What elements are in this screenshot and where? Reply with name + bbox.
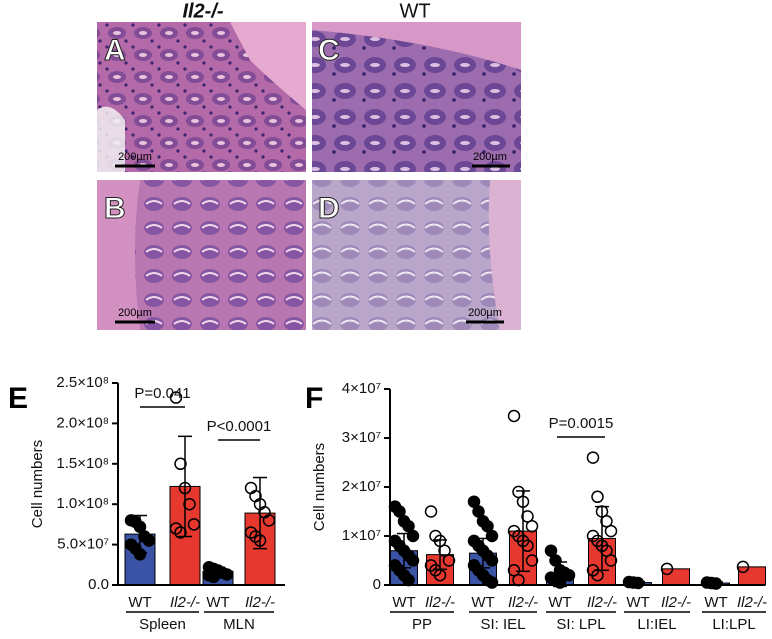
scale-label: 200µm <box>118 151 152 163</box>
group-label: SI: LPL <box>556 616 605 633</box>
image-c: C 200µm <box>312 22 521 172</box>
data-point <box>586 451 600 464</box>
data-point <box>485 554 499 567</box>
panel-label: F <box>305 382 323 415</box>
scale-label: 200µm <box>468 307 502 319</box>
data-point <box>433 568 447 582</box>
x-tick-label: Il2-/- <box>425 594 455 611</box>
x-tick-label: WT <box>128 594 151 611</box>
y-tick-label: 0.0 <box>88 576 109 593</box>
data-point <box>174 526 187 539</box>
bar <box>738 566 766 586</box>
scale-label: 200µm <box>473 151 507 163</box>
p-value: P=0.041 <box>134 385 190 402</box>
y-tick-label: 4×10⁷ <box>342 380 381 397</box>
y-tick-label: 0 <box>373 576 381 593</box>
data-point <box>220 568 234 581</box>
data-point <box>631 576 645 590</box>
x-tick-label: Il2-/- <box>737 594 767 611</box>
data-point <box>249 530 262 543</box>
header-il2: Il2-/- <box>182 0 223 22</box>
data-point <box>553 576 567 589</box>
data-point <box>178 481 192 495</box>
data-point <box>516 495 530 508</box>
data-point <box>133 548 147 561</box>
group-label: LI:IEL <box>637 616 676 633</box>
p-value: P=0.0015 <box>549 415 614 432</box>
data-point <box>262 514 276 527</box>
p-value: P<0.0001 <box>207 418 272 435</box>
y-tick-label: 2.5×10⁸ <box>56 374 109 391</box>
group-label: MLN <box>223 616 255 633</box>
data-point <box>604 554 618 567</box>
data-point <box>736 560 750 574</box>
data-point <box>485 529 499 543</box>
panel-label: C <box>318 34 340 67</box>
x-tick-label: Il2-/- <box>587 594 617 611</box>
x-tick-label: WT <box>626 594 649 611</box>
data-point <box>187 518 201 531</box>
x-tick-label: Il2-/- <box>245 594 275 611</box>
group-label: SI: IEL <box>480 616 525 633</box>
y-tick-label: 1.0×10⁸ <box>56 495 109 512</box>
x-tick-label: WT <box>206 594 229 611</box>
panel-label: A <box>104 34 126 67</box>
y-tick-label: 1.5×10⁸ <box>56 455 109 472</box>
data-point <box>485 576 499 589</box>
group-label: PP <box>412 616 432 633</box>
data-point <box>660 562 674 576</box>
data-point <box>562 568 576 582</box>
y-tick-label: 1×10⁷ <box>342 527 381 544</box>
data-point <box>183 497 196 511</box>
data-point <box>207 570 220 584</box>
y-axis-label: Cell numbers <box>29 440 46 528</box>
data-point <box>169 522 183 535</box>
data-point <box>709 577 723 590</box>
x-tick-label: Il2-/- <box>170 594 200 611</box>
x-tick-label: WT <box>704 594 727 611</box>
data-point <box>442 554 456 567</box>
bar <box>662 568 690 586</box>
data-point <box>591 568 604 582</box>
data-point <box>525 554 539 567</box>
x-tick-label: Il2-/- <box>508 594 538 611</box>
data-point <box>507 409 521 423</box>
data-point <box>521 539 534 553</box>
scale-label: 200µm <box>118 307 152 319</box>
image-d: D 200µm <box>312 180 521 330</box>
y-tick-label: 5.0×10⁷ <box>57 536 109 553</box>
data-point <box>244 526 258 539</box>
y-tick-label: 2×10⁷ <box>342 478 381 495</box>
image-a: A 200µm <box>97 22 306 172</box>
header-wt: WT <box>399 0 430 22</box>
y-tick-label: 3×10⁷ <box>342 429 381 446</box>
data-point <box>402 573 415 587</box>
y-axis-label: Cell numbers <box>311 443 328 531</box>
data-point <box>406 554 420 567</box>
data-point <box>169 391 183 404</box>
x-tick-label: WT <box>471 594 494 611</box>
data-point <box>174 457 187 471</box>
data-point <box>525 519 539 533</box>
data-point <box>142 534 156 547</box>
group-label: Spleen <box>139 616 186 633</box>
x-tick-label: WT <box>392 594 415 611</box>
data-point <box>406 529 420 543</box>
data-point <box>253 534 267 547</box>
panel-label: D <box>318 192 340 225</box>
data-point <box>591 490 604 504</box>
panel-label: B <box>104 192 126 225</box>
x-tick-label: WT <box>548 594 571 611</box>
image-b: B 200µm <box>97 180 306 330</box>
x-tick-label: Il2-/- <box>661 594 691 611</box>
y-tick-label: 2.0×10⁸ <box>56 414 109 431</box>
data-point <box>424 505 438 518</box>
group-label: LI:LPL <box>712 616 755 633</box>
data-point <box>604 524 618 538</box>
panel-label: E <box>8 382 28 415</box>
